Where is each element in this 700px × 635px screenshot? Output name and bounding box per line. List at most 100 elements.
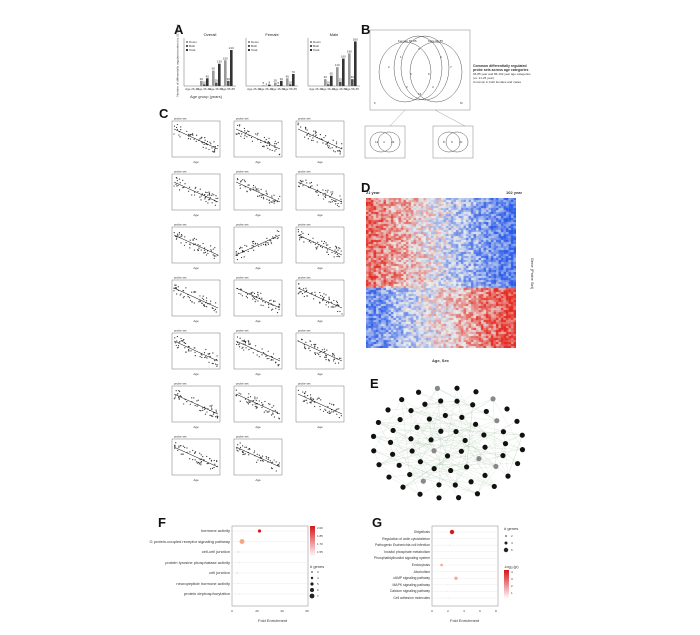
scatter-point xyxy=(183,296,185,298)
bar-value: 110 xyxy=(335,63,340,67)
scatter-point xyxy=(193,291,195,293)
scatter-point xyxy=(310,396,312,398)
scatter-point xyxy=(206,140,209,143)
scatter-point xyxy=(210,415,212,417)
scatter-xlabel: Age xyxy=(255,266,261,270)
scatter-point xyxy=(256,354,258,356)
scatter-point xyxy=(333,355,335,357)
scatter-point xyxy=(202,456,204,458)
scatter-point xyxy=(200,454,202,456)
scatter-xlabel: Age xyxy=(193,478,199,482)
network-edge xyxy=(433,450,459,498)
panel-a-subplot-title: Overall xyxy=(204,32,217,37)
scatter-point xyxy=(306,133,308,136)
network-node xyxy=(491,483,497,490)
scatter-frame xyxy=(233,279,283,317)
scatter-point xyxy=(197,190,199,193)
scatter-point xyxy=(245,347,247,349)
network-node xyxy=(452,482,458,488)
scatter-point xyxy=(247,403,250,405)
network-edge xyxy=(378,422,476,425)
scatter-point xyxy=(267,458,269,461)
scatter-point xyxy=(258,400,260,402)
network-edge xyxy=(417,427,518,464)
scatter-point xyxy=(341,147,343,149)
colorbar-segment xyxy=(504,581,509,583)
scatter-point xyxy=(331,193,333,195)
panel-b: Female 66-85 Male 66-85 2 1 3 4 7 5 6 2 … xyxy=(364,29,535,170)
scatter-point xyxy=(297,124,299,126)
bar xyxy=(339,81,342,86)
scatter-point xyxy=(271,406,273,408)
scatter-point xyxy=(248,454,250,456)
scatter-point xyxy=(254,186,256,188)
regression-line xyxy=(235,181,281,203)
scatter-point xyxy=(300,291,302,293)
panel-letter-d: D xyxy=(361,180,371,195)
scatter-point xyxy=(237,444,239,446)
scatter-point xyxy=(238,133,240,135)
legend-label: Down xyxy=(189,40,197,44)
size-legend-dot xyxy=(503,547,509,553)
colorbar-segment xyxy=(504,588,509,590)
scatter-point xyxy=(177,393,179,395)
network-node xyxy=(464,464,470,470)
scatter-frame xyxy=(171,226,221,264)
scatter-point xyxy=(199,356,201,358)
bar xyxy=(206,78,209,86)
network-edge xyxy=(373,436,495,487)
size-legend-label: 3 xyxy=(317,570,319,574)
scatter-point xyxy=(173,232,175,234)
network-node xyxy=(519,432,525,438)
scatter-point xyxy=(238,392,240,394)
bar-value: 70 xyxy=(292,70,296,74)
scatter-point xyxy=(236,254,238,256)
scatter-title: probe set xyxy=(236,435,249,439)
scatter-point xyxy=(243,340,245,343)
network-edge xyxy=(409,474,495,487)
scatter-point xyxy=(332,354,334,356)
network-edge xyxy=(477,443,506,494)
network-edge xyxy=(434,455,448,469)
scatter-point xyxy=(235,389,237,391)
scatter-point xyxy=(180,395,182,398)
scatter-point xyxy=(255,242,257,244)
svg-text:9: 9 xyxy=(451,140,453,144)
network-edge xyxy=(399,431,441,466)
scatter-point xyxy=(208,148,210,151)
scatter-xlabel: Age xyxy=(255,425,261,429)
scatter-frame xyxy=(171,385,221,423)
network-edge xyxy=(392,420,497,455)
scatter-point xyxy=(200,353,202,355)
scatter-point xyxy=(266,357,268,360)
scatter-point xyxy=(246,245,248,247)
scatter-point xyxy=(174,395,177,397)
scatter-point xyxy=(247,293,249,295)
scatter-point xyxy=(270,355,273,358)
scatter-point xyxy=(178,189,181,191)
scatter-point xyxy=(325,409,327,411)
scatter-point xyxy=(257,195,259,197)
scatter-point xyxy=(269,403,271,405)
scatter-frame xyxy=(295,385,345,423)
scatter-point xyxy=(307,233,310,235)
scatter-point xyxy=(325,301,328,304)
network-node xyxy=(399,396,405,403)
network-edge xyxy=(417,427,457,432)
scatter-point xyxy=(260,194,262,196)
scatter-point xyxy=(247,130,249,132)
scatter-point xyxy=(247,402,249,404)
network-edge xyxy=(401,399,410,475)
bar-value: 30 xyxy=(280,77,284,81)
scatter-point xyxy=(210,245,212,247)
scatter-point xyxy=(211,194,213,197)
scatter-point xyxy=(270,467,273,469)
scatter-point xyxy=(216,416,218,418)
legend-label: Down xyxy=(313,40,321,44)
scatter-point xyxy=(334,151,336,153)
scatter-point xyxy=(261,348,263,350)
scatter-point xyxy=(191,194,193,196)
scatter-point xyxy=(254,345,257,347)
scatter-point xyxy=(240,135,242,137)
colorbar-tick: 1.55 xyxy=(317,550,323,554)
